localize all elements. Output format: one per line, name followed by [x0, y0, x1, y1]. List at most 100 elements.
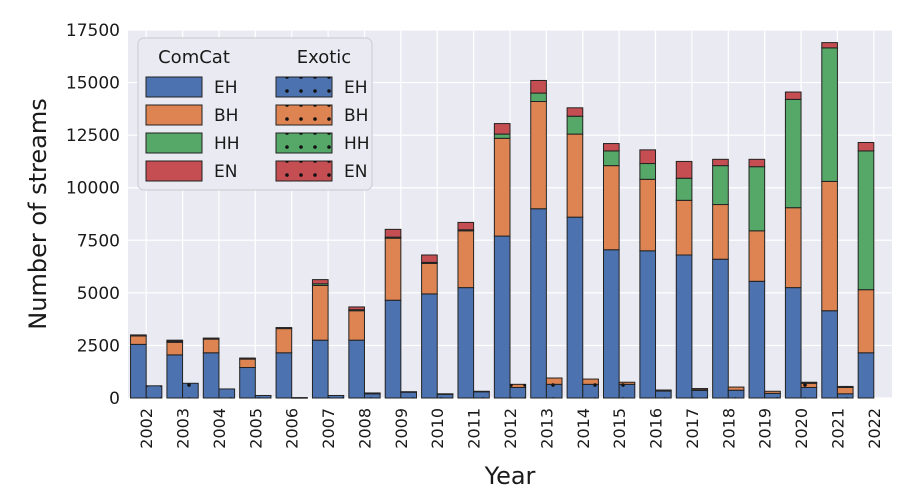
bar-exotic-bh-2019-hatch [764, 391, 781, 394]
x-tick-label: 2003 [174, 408, 193, 449]
bar-comcat-hh-2022 [857, 150, 875, 291]
x-tick-label: 2002 [137, 408, 156, 449]
y-tick-label: 0 [109, 389, 120, 409]
bar-exotic-hh-2021-hatch [837, 386, 854, 388]
bar-comcat-eh-2014 [566, 216, 584, 399]
bar-exotic-bh-2011-hatch [473, 391, 490, 392]
legend-title: Exotic [297, 47, 351, 68]
legend-swatch [145, 160, 203, 182]
bar-comcat-bh-2017 [675, 199, 693, 256]
bar-comcat-bh-2018 [712, 204, 729, 260]
legend-title: ComCat [158, 47, 230, 68]
bar-exotic-eh-2019-hatch [764, 393, 781, 398]
y-tick-label: 12500 [66, 126, 120, 146]
bar-comcat-eh-2008 [348, 339, 365, 399]
bar-exotic-eh-2021-hatch [837, 393, 854, 398]
x-tick-label: 2008 [355, 408, 374, 449]
bar-exotic-hh-2020-hatch [801, 382, 817, 384]
bar-comcat-eh-2005 [239, 367, 256, 399]
bar-comcat-bh-2016 [639, 178, 657, 252]
bar-comcat-eh-2016 [639, 250, 657, 399]
x-tick-label: 2022 [865, 408, 884, 449]
bar-comcat-hh-2020 [784, 98, 802, 209]
bar-comcat-hh-2018 [712, 165, 729, 206]
bar-exotic-eh-2010-hatch [437, 394, 453, 398]
bar-comcat-en-2018 [712, 158, 729, 167]
bar-comcat-en-2009 [384, 228, 402, 238]
x-tick-label: 2010 [428, 408, 447, 449]
x-tick-label: 2005 [246, 408, 265, 449]
y-tick-label: 15000 [66, 74, 120, 94]
bar-comcat-en-2022 [857, 142, 875, 152]
bar-comcat-en-2004 [202, 337, 220, 340]
bar-comcat-en-2014 [566, 107, 584, 117]
bar-comcat-en-2013 [530, 79, 547, 94]
x-tick-label: 2016 [647, 408, 666, 449]
legend-label: BH [344, 106, 368, 126]
bar-exotic-bh-2010-hatch [437, 393, 453, 395]
bar-comcat-eh-2013 [530, 208, 547, 399]
bar-comcat-eh-2021 [821, 310, 838, 399]
bar-comcat-hh-2015 [602, 150, 620, 167]
bars [130, 42, 875, 399]
x-tick-label: 2021 [828, 408, 847, 449]
bar-exotic-eh-2006-hatch [291, 397, 308, 399]
bar-comcat-eh-2018 [712, 258, 729, 399]
bar-exotic-bh-2009-hatch [400, 391, 417, 393]
bar-comcat-hh-2017 [675, 177, 693, 201]
bar-comcat-hh-2013 [530, 92, 547, 102]
bar-exotic-bh-2021-hatch [837, 387, 854, 394]
y-axis-label: Number of streams [24, 98, 52, 329]
bar-comcat-bh-2012 [493, 137, 511, 237]
bar-comcat-hh-2012 [493, 133, 511, 139]
bar-exotic-bh-2012-hatch [510, 384, 526, 388]
bar-exotic-bh-2014-hatch [582, 379, 599, 385]
bar-exotic-bh-2020-hatch [801, 383, 817, 388]
bar-comcat-en-2012 [493, 123, 511, 135]
bar-comcat-en-2010 [421, 254, 438, 263]
bar-comcat-bh-2005 [239, 358, 256, 369]
x-tick-label: 2017 [683, 408, 702, 449]
y-tick-label: 10000 [66, 179, 120, 199]
bar-comcat-en-2017 [675, 160, 693, 179]
bar-comcat-bh-2009 [384, 237, 402, 301]
y-tick-label: 5000 [77, 284, 120, 304]
bar-comcat-en-2011 [457, 221, 475, 231]
bar-exotic-eh-2017-hatch [691, 390, 708, 398]
bar-comcat-en-2019 [748, 158, 766, 168]
x-tick-label: 2014 [574, 408, 593, 449]
legend-swatch-hatch [276, 133, 332, 153]
legend-label: BH [214, 106, 238, 126]
bar-comcat-eh-2019 [748, 280, 766, 399]
bar-comcat-eh-2012 [493, 235, 511, 399]
bar-comcat-eh-2004 [202, 352, 220, 399]
bar-comcat-en-2002 [130, 334, 147, 337]
bar-comcat-bh-2014 [566, 133, 584, 218]
bar-comcat-bh-2015 [602, 165, 620, 251]
bar-exotic-eh-2008-hatch [364, 393, 381, 398]
bar-exotic-eh-2007-hatch [328, 395, 344, 398]
y-tick-label: 2500 [77, 336, 120, 356]
bar-comcat-en-2008 [348, 306, 365, 311]
x-tick-label: 2020 [792, 408, 811, 449]
bar-comcat-en-2003 [166, 339, 184, 342]
bar-comcat-eh-2017 [675, 254, 693, 399]
bar-exotic-bh-2017-hatch [691, 389, 708, 391]
bar-comcat-bh-2003 [166, 341, 184, 356]
bar-comcat-eh-2015 [602, 249, 620, 399]
bar-comcat-bh-2008 [348, 310, 365, 341]
bar-exotic-eh-2020-hatch [801, 387, 817, 398]
legend-label: EN [214, 162, 237, 182]
bar-comcat-en-2006 [275, 327, 293, 330]
bar-comcat-bh-2007 [311, 284, 329, 341]
bar-exotic-eh-2015-hatch [619, 384, 635, 398]
y-tick-label: 7500 [77, 231, 120, 251]
x-tick-label: 2011 [465, 408, 484, 449]
legend-label: EH [214, 78, 238, 98]
bar-comcat-eh-2022 [857, 352, 875, 399]
legend-swatch-hatch [276, 105, 332, 125]
bar-comcat-bh-2004 [202, 338, 220, 354]
legend-swatch [145, 76, 203, 98]
bar-comcat-bh-2022 [857, 289, 875, 354]
